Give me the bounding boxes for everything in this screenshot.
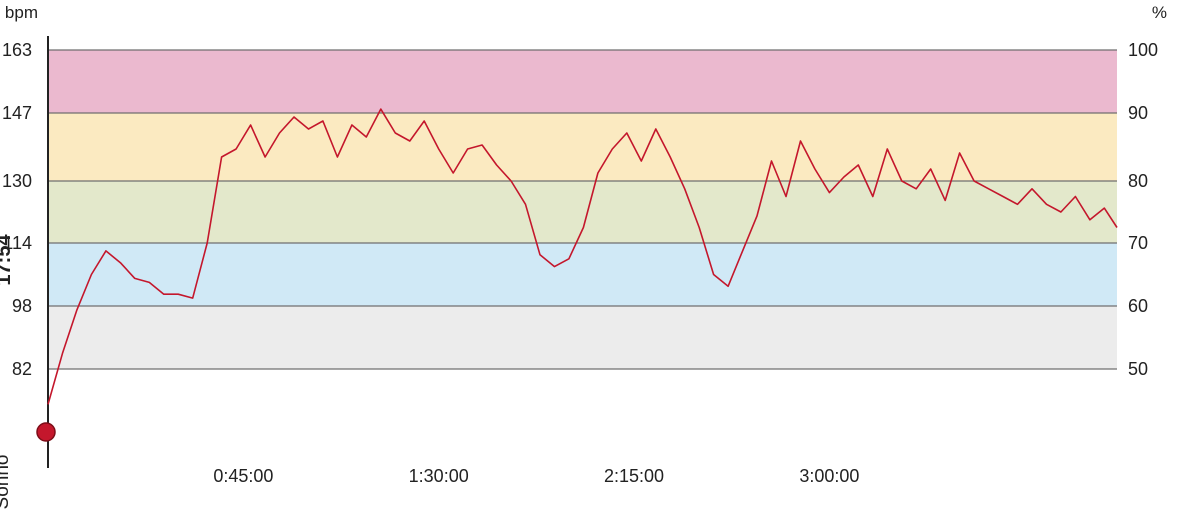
x-tick-label: 3:00:00 [799,466,859,486]
gridlines [48,49,1117,370]
left-tick-label: 147 [2,103,32,123]
left-tick-label: 114 [3,233,32,253]
right-tick-label: 80 [1128,171,1148,191]
zone-band-0 [48,369,1117,468]
x-axis-ticks: 0:45:00 1:30:00 2:15:00 3:00:00 [213,466,859,486]
right-tick-label: 90 [1128,103,1148,123]
left-unit-label: bpm [5,3,38,22]
heart-rate-zones [48,50,1117,468]
x-tick-label: 0:45:00 [213,466,273,486]
zone-band-5 [48,50,1117,113]
zone-band-2 [48,243,1117,306]
right-tick-label: 50 [1128,359,1148,379]
right-tick-label: 60 [1128,296,1148,316]
left-tick-label: 82 [12,359,32,379]
side-activity-label: Sonno [0,455,13,510]
left-axis-ticks: 82 98 114 130 147 163 [2,40,32,379]
left-tick-label: 98 [12,296,32,316]
left-tick-label: 130 [2,171,32,191]
right-unit-label: % [1152,3,1167,22]
zone-band-1 [48,306,1117,369]
start-marker[interactable] [36,422,56,442]
x-tick-label: 1:30:00 [409,466,469,486]
zone-band-3 [48,181,1117,243]
zone-band-4 [48,113,1117,181]
right-tick-label: 100 [1128,40,1158,60]
side-time-label: 17:54 [0,234,15,286]
right-axis-ticks: 50 60 70 80 90 100 [1128,40,1158,379]
left-tick-label: 163 [2,40,32,60]
x-tick-label: 2:15:00 [604,466,664,486]
heart-rate-line [47,108,1118,405]
right-tick-label: 70 [1128,233,1148,253]
